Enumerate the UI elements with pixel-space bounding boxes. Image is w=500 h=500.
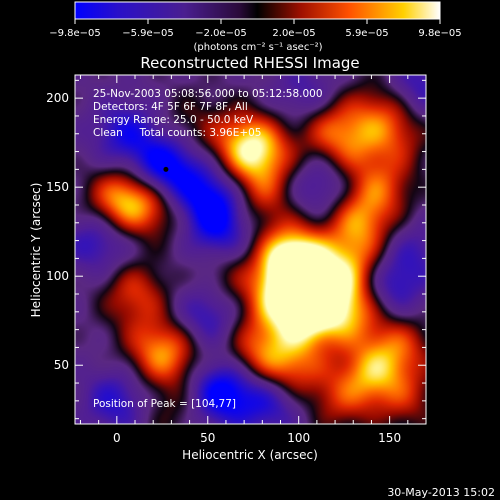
colorbar (74, 1, 441, 20)
plot-frame (74, 74, 427, 425)
chart-title: Reconstructed RHESSI Image (140, 54, 359, 72)
info-annotations: 25-Nov-2003 05:08:56.000 to 05:12:58.000… (93, 88, 323, 410)
heatmap-canvas (75, 75, 426, 424)
annotation-time-range: 25-Nov-2003 05:08:56.000 to 05:12:58.000 (93, 88, 323, 100)
colorbar-tick-label: 5.9e−05 (345, 28, 388, 39)
colorbar-units-label: (photons cm⁻² s⁻¹ asec⁻²) (193, 42, 322, 53)
annotation-energy-range: Energy Range: 25.0 - 50.0 keV (93, 114, 254, 126)
y-tick-label: 100 (46, 269, 69, 283)
annotation-detectors: Detectors: 4F 5F 6F 7F 8F, All (93, 101, 248, 113)
x-tick-label: 50 (200, 431, 215, 445)
heatmap-image (75, 75, 426, 424)
x-tick-label: 150 (378, 431, 401, 445)
axis-tick-labels: 0 50 100 150 50 100 150 200 (46, 91, 401, 445)
colorbar-tick-labels: −9.8e−05 −5.9e−05 −2.0e−05 2.0e−05 5.9e−05 9.… (49, 28, 461, 39)
x-axis-label: Heliocentric X (arcsec) (182, 448, 318, 462)
y-tick-label: 50 (54, 358, 69, 372)
minimum-marker (163, 166, 169, 172)
y-tick-label: 200 (46, 91, 69, 105)
y-axis-label: Heliocentric Y (arcsec) (29, 183, 43, 318)
x-tick-label: 100 (287, 431, 310, 445)
colorbar-tick-label: 9.8e−05 (418, 28, 461, 39)
annotation-peak-position: Position of Peak = [104,77] (93, 398, 236, 410)
axis-ticks (75, 75, 427, 424)
colorbar-tick-label: 2.0e−05 (272, 28, 315, 39)
colorbar-ticks (74, 19, 441, 24)
colorbar-tick-label: −9.8e−05 (49, 28, 101, 39)
footer-timestamp: 30-May-2013 15:02 (387, 486, 495, 499)
y-tick-label: 150 (46, 180, 69, 194)
colorbar-tick-label: −2.0e−05 (195, 28, 247, 39)
annotation-clean-counts: Clean Total counts: 3.96E+05 (93, 127, 262, 139)
colorbar-tick-label: −5.9e−05 (122, 28, 174, 39)
x-tick-label: 0 (113, 431, 121, 445)
